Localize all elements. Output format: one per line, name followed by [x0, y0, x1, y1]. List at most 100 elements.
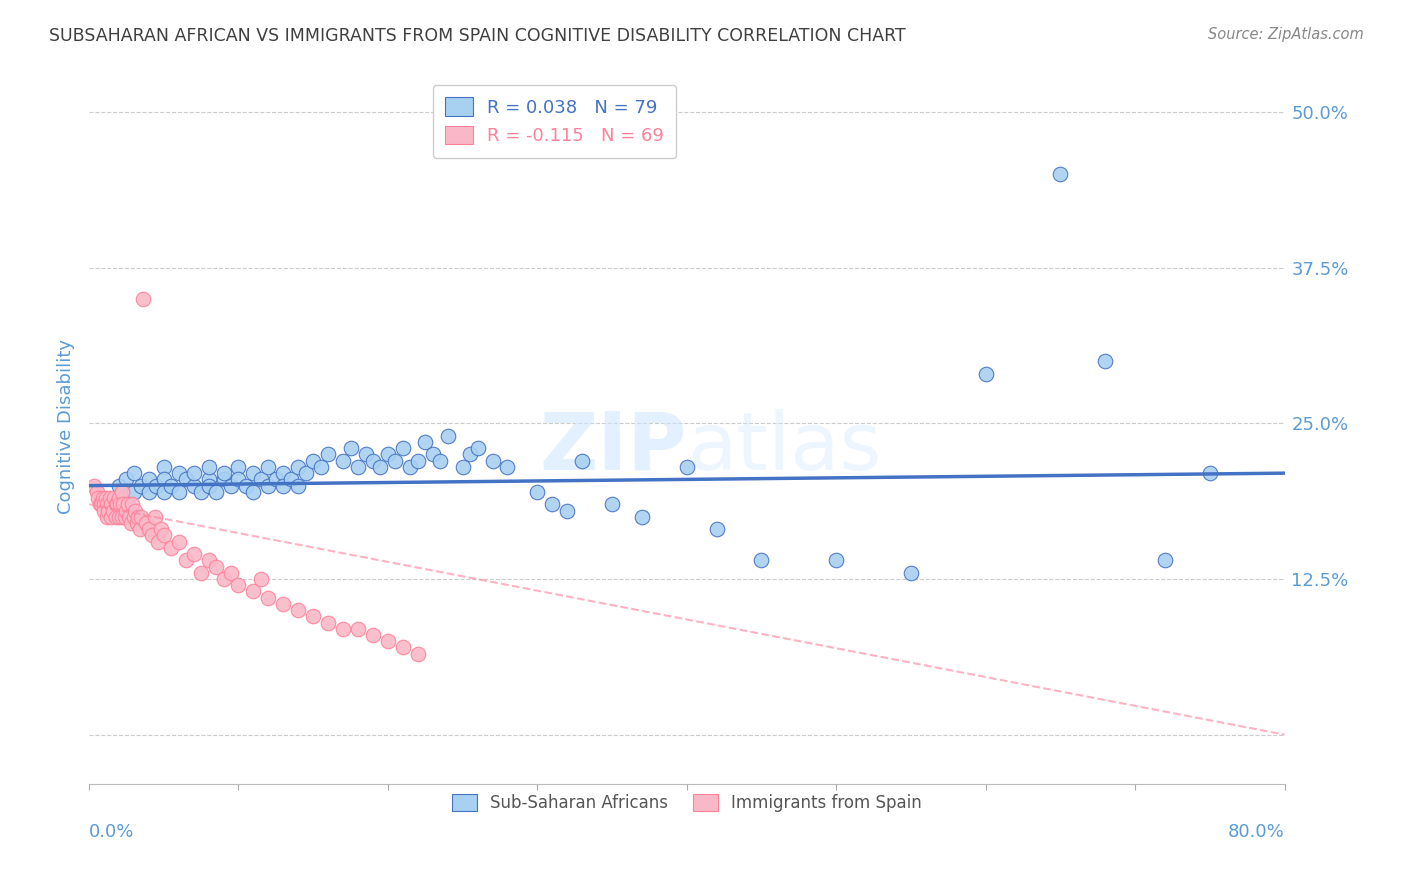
- Point: [167, 484, 190, 499]
- Text: SUBSAHARAN AFRICAN VS IMMIGRANTS FROM SPAIN COGNITIVE DISABILITY CORRELATION CHA: SUBSAHARAN AFRICAN VS IMMIGRANTS FROM SP…: [49, 27, 905, 45]
- Point: [108, 509, 131, 524]
- Point: [115, 472, 138, 486]
- Point: [91, 491, 114, 505]
- Point: [94, 491, 117, 505]
- Point: [242, 484, 264, 499]
- Point: [370, 459, 392, 474]
- Point: [257, 591, 280, 605]
- Point: [100, 509, 122, 524]
- Point: [541, 497, 564, 511]
- Point: [183, 478, 205, 492]
- Point: [160, 541, 183, 555]
- Point: [399, 459, 422, 474]
- Point: [287, 478, 309, 492]
- Point: [110, 497, 132, 511]
- Point: [111, 484, 134, 499]
- Point: [98, 491, 121, 505]
- Point: [174, 472, 197, 486]
- Point: [117, 497, 139, 511]
- Point: [143, 509, 166, 524]
- Point: [132, 292, 155, 306]
- Point: [361, 628, 384, 642]
- Point: [152, 528, 174, 542]
- Point: [183, 466, 205, 480]
- Point: [413, 435, 436, 450]
- Text: ZIP: ZIP: [540, 409, 686, 487]
- Point: [974, 367, 997, 381]
- Legend: Sub-Saharan Africans, Immigrants from Spain: Sub-Saharan Africans, Immigrants from Sp…: [444, 788, 928, 819]
- Text: atlas: atlas: [686, 409, 882, 487]
- Point: [406, 453, 429, 467]
- Point: [120, 516, 142, 530]
- Point: [96, 497, 118, 511]
- Point: [422, 448, 444, 462]
- Point: [1154, 553, 1177, 567]
- Point: [108, 491, 131, 505]
- Point: [93, 497, 115, 511]
- Point: [250, 572, 273, 586]
- Point: [128, 522, 150, 536]
- Point: [436, 429, 458, 443]
- Text: Source: ZipAtlas.com: Source: ZipAtlas.com: [1208, 27, 1364, 42]
- Point: [205, 484, 228, 499]
- Point: [600, 497, 623, 511]
- Point: [97, 503, 120, 517]
- Point: [90, 497, 112, 511]
- Point: [125, 516, 148, 530]
- Point: [111, 509, 134, 524]
- Point: [496, 459, 519, 474]
- Y-axis label: Cognitive Disability: Cognitive Disability: [58, 339, 75, 514]
- Point: [121, 497, 143, 511]
- Point: [212, 466, 235, 480]
- Point: [197, 553, 219, 567]
- Point: [1094, 354, 1116, 368]
- Point: [219, 478, 242, 492]
- Point: [706, 522, 728, 536]
- Point: [122, 466, 145, 480]
- Point: [190, 484, 212, 499]
- Text: 0.0%: 0.0%: [89, 823, 135, 841]
- Point: [264, 472, 287, 486]
- Point: [287, 603, 309, 617]
- Point: [1049, 167, 1071, 181]
- Point: [83, 478, 105, 492]
- Point: [451, 459, 474, 474]
- Point: [167, 466, 190, 480]
- Point: [250, 472, 273, 486]
- Point: [1198, 466, 1220, 480]
- Point: [900, 566, 922, 580]
- Point: [96, 509, 118, 524]
- Point: [235, 478, 257, 492]
- Point: [257, 478, 280, 492]
- Point: [555, 503, 578, 517]
- Point: [228, 578, 250, 592]
- Point: [124, 503, 146, 517]
- Point: [118, 509, 141, 524]
- Point: [384, 453, 406, 467]
- Point: [146, 534, 169, 549]
- Point: [219, 566, 242, 580]
- Point: [205, 559, 228, 574]
- Point: [429, 453, 451, 467]
- Point: [112, 497, 135, 511]
- Point: [302, 453, 325, 467]
- Point: [149, 522, 172, 536]
- Point: [174, 553, 197, 567]
- Point: [302, 609, 325, 624]
- Point: [825, 553, 848, 567]
- Point: [152, 484, 174, 499]
- Point: [197, 472, 219, 486]
- Point: [138, 484, 160, 499]
- Point: [392, 442, 415, 456]
- Point: [138, 472, 160, 486]
- Point: [115, 503, 138, 517]
- Point: [280, 472, 302, 486]
- Point: [212, 472, 235, 486]
- Point: [108, 478, 131, 492]
- Point: [377, 448, 399, 462]
- Point: [152, 472, 174, 486]
- Point: [122, 509, 145, 524]
- Point: [228, 472, 250, 486]
- Point: [145, 478, 167, 492]
- Point: [107, 497, 129, 511]
